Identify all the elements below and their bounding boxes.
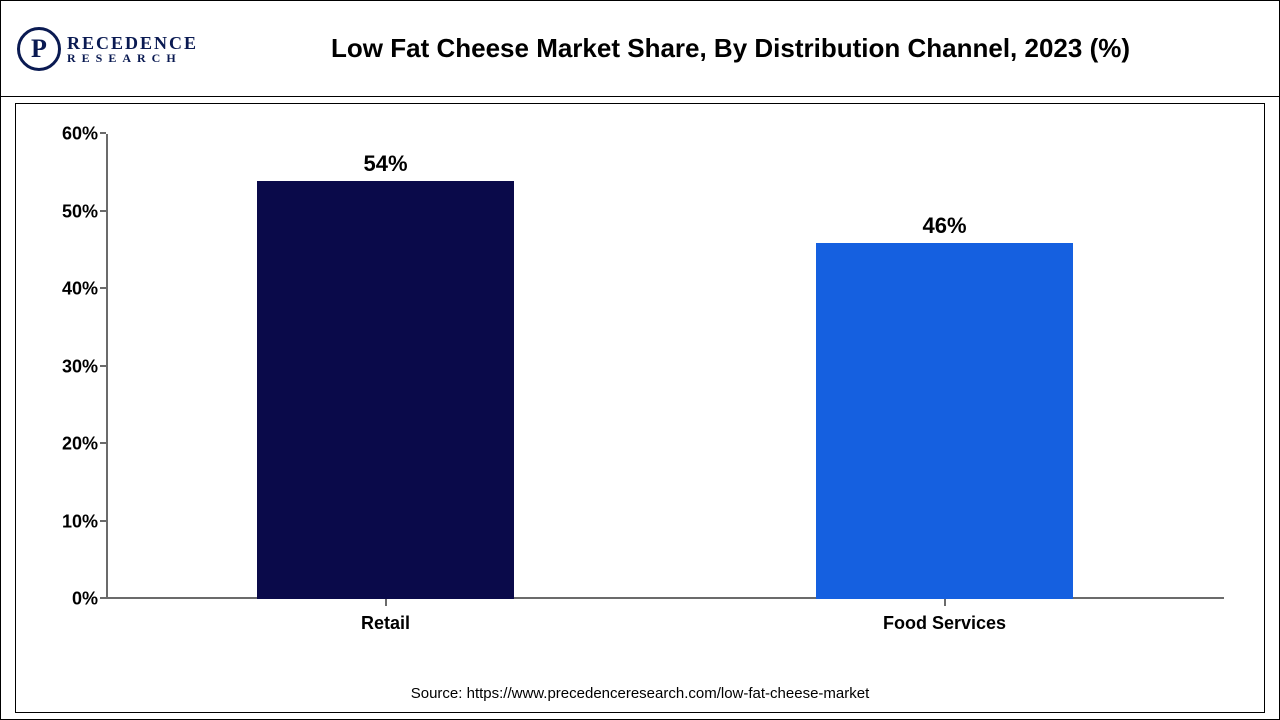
ytick-label: 40% (48, 279, 98, 300)
ytick-mark (100, 132, 106, 134)
bar-slot: 54%Retail (106, 134, 665, 599)
title-wrap: Low Fat Cheese Market Share, By Distribu… (198, 32, 1263, 65)
ytick-label: 20% (48, 434, 98, 455)
ytick-mark (100, 597, 106, 599)
source-line: Source: https://www.precedenceresearch.c… (16, 679, 1264, 712)
chart-area: 54%Retail46%Food Services 0%10%20%30%40%… (16, 104, 1264, 679)
logo-text: RECEDENCE RESEARCH (67, 34, 198, 64)
logo-sub: RESEARCH (67, 52, 198, 64)
bar-slot: 46%Food Services (665, 134, 1224, 599)
bar-value-label: 46% (922, 213, 966, 239)
xtick-mark (385, 599, 387, 606)
ytick-label: 30% (48, 356, 98, 377)
ytick-mark (100, 365, 106, 367)
logo-main: RECEDENCE (67, 34, 198, 52)
bar: 46% (816, 243, 1073, 600)
axes: 54%Retail46%Food Services 0%10%20%30%40%… (106, 134, 1224, 599)
bar-value-label: 54% (363, 151, 407, 177)
plot-inner: 54%Retail46%Food Services 0%10%20%30%40%… (15, 103, 1265, 713)
plot-frame: 54%Retail46%Food Services 0%10%20%30%40%… (1, 97, 1279, 719)
ytick-label: 50% (48, 201, 98, 222)
brand-logo: P RECEDENCE RESEARCH (17, 27, 198, 71)
bars-group: 54%Retail46%Food Services (106, 134, 1224, 599)
chart-container: P RECEDENCE RESEARCH Low Fat Cheese Mark… (0, 0, 1280, 720)
xtick-mark (944, 599, 946, 606)
ytick-label: 10% (48, 511, 98, 532)
ytick-mark (100, 442, 106, 444)
chart-title: Low Fat Cheese Market Share, By Distribu… (218, 32, 1243, 65)
ytick-label: 60% (48, 124, 98, 145)
x-category-label: Food Services (883, 613, 1006, 634)
ytick-mark (100, 210, 106, 212)
ytick-label: 0% (48, 589, 98, 610)
bar: 54% (257, 181, 514, 600)
ytick-mark (100, 287, 106, 289)
logo-mark-icon: P (17, 27, 61, 71)
ytick-mark (100, 520, 106, 522)
x-category-label: Retail (361, 613, 410, 634)
title-bar: P RECEDENCE RESEARCH Low Fat Cheese Mark… (1, 1, 1279, 97)
